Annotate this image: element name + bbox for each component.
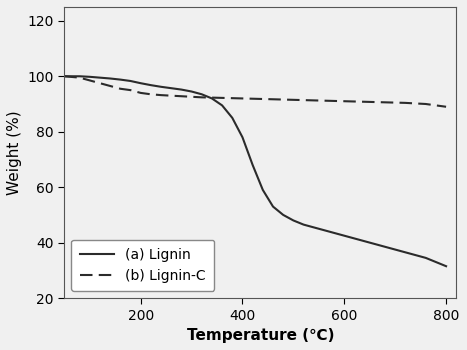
(b) Lignin-C bbox=[331, 99, 337, 103]
(b) Lignin-C bbox=[62, 74, 67, 78]
(b) Lignin-C bbox=[127, 88, 133, 92]
(a) Lignin bbox=[127, 79, 133, 83]
(b) Lignin-C bbox=[209, 96, 215, 100]
(b) Lignin-C bbox=[169, 93, 174, 98]
(a) Lignin bbox=[341, 233, 347, 238]
(a) Lignin bbox=[352, 236, 357, 240]
(a) Lignin bbox=[392, 247, 398, 252]
(b) Lignin-C bbox=[311, 98, 317, 103]
(a) Lignin bbox=[372, 242, 378, 246]
(a) Lignin bbox=[362, 239, 368, 243]
Y-axis label: Weight (%): Weight (%) bbox=[7, 110, 22, 195]
(a) Lignin bbox=[290, 218, 296, 223]
Line: (a) Lignin: (a) Lignin bbox=[64, 76, 446, 266]
(b) Lignin-C bbox=[178, 94, 184, 98]
(b) Lignin-C bbox=[77, 76, 82, 80]
(a) Lignin bbox=[413, 253, 418, 257]
X-axis label: Temperature (℃): Temperature (℃) bbox=[186, 328, 334, 343]
(a) Lignin bbox=[270, 204, 276, 209]
(b) Lignin-C bbox=[392, 100, 398, 105]
(b) Lignin-C bbox=[270, 97, 276, 102]
(a) Lignin bbox=[321, 228, 327, 232]
(a) Lignin bbox=[199, 92, 205, 96]
(a) Lignin bbox=[250, 163, 255, 167]
(a) Lignin bbox=[209, 96, 215, 100]
(b) Lignin-C bbox=[250, 97, 255, 101]
(b) Lignin-C bbox=[372, 100, 378, 104]
(a) Lignin bbox=[240, 135, 245, 139]
(b) Lignin-C bbox=[301, 98, 306, 102]
(b) Lignin-C bbox=[107, 84, 113, 88]
(b) Lignin-C bbox=[280, 97, 286, 102]
(a) Lignin bbox=[331, 231, 337, 235]
(a) Lignin bbox=[443, 264, 449, 268]
(b) Lignin-C bbox=[341, 99, 347, 103]
(b) Lignin-C bbox=[229, 96, 235, 100]
(b) Lignin-C bbox=[87, 78, 92, 83]
(b) Lignin-C bbox=[423, 102, 429, 106]
(a) Lignin bbox=[301, 223, 306, 227]
(b) Lignin-C bbox=[403, 101, 408, 105]
Line: (b) Lignin-C: (b) Lignin-C bbox=[64, 76, 446, 107]
(b) Lignin-C bbox=[443, 105, 449, 109]
(b) Lignin-C bbox=[118, 87, 123, 91]
(b) Lignin-C bbox=[219, 96, 225, 100]
(a) Lignin bbox=[403, 250, 408, 254]
(b) Lignin-C bbox=[413, 102, 418, 106]
(b) Lignin-C bbox=[290, 98, 296, 102]
(a) Lignin bbox=[229, 116, 235, 120]
(a) Lignin bbox=[189, 89, 194, 93]
(a) Lignin bbox=[280, 213, 286, 217]
Legend: (a) Lignin, (b) Lignin-C: (a) Lignin, (b) Lignin-C bbox=[71, 239, 214, 291]
(a) Lignin bbox=[97, 76, 103, 80]
(a) Lignin bbox=[423, 256, 429, 260]
(b) Lignin-C bbox=[382, 100, 388, 104]
(a) Lignin bbox=[260, 188, 266, 192]
(a) Lignin bbox=[158, 85, 164, 89]
(b) Lignin-C bbox=[362, 100, 368, 104]
(b) Lignin-C bbox=[158, 93, 164, 97]
(a) Lignin bbox=[138, 81, 143, 85]
(a) Lignin bbox=[311, 225, 317, 230]
(b) Lignin-C bbox=[148, 92, 154, 96]
(a) Lignin bbox=[382, 245, 388, 249]
(b) Lignin-C bbox=[321, 99, 327, 103]
(a) Lignin bbox=[169, 86, 174, 90]
(a) Lignin bbox=[62, 74, 67, 78]
(a) Lignin bbox=[178, 88, 184, 92]
(b) Lignin-C bbox=[240, 96, 245, 100]
(b) Lignin-C bbox=[97, 81, 103, 85]
(b) Lignin-C bbox=[189, 95, 194, 99]
(a) Lignin bbox=[118, 77, 123, 82]
(a) Lignin bbox=[87, 75, 92, 79]
(a) Lignin bbox=[77, 74, 82, 78]
(a) Lignin bbox=[219, 103, 225, 107]
(b) Lignin-C bbox=[138, 91, 143, 95]
(b) Lignin-C bbox=[199, 95, 205, 99]
(b) Lignin-C bbox=[260, 97, 266, 101]
(b) Lignin-C bbox=[433, 103, 439, 107]
(a) Lignin bbox=[107, 76, 113, 80]
(a) Lignin bbox=[433, 260, 439, 264]
(a) Lignin bbox=[148, 83, 154, 87]
(b) Lignin-C bbox=[352, 99, 357, 104]
